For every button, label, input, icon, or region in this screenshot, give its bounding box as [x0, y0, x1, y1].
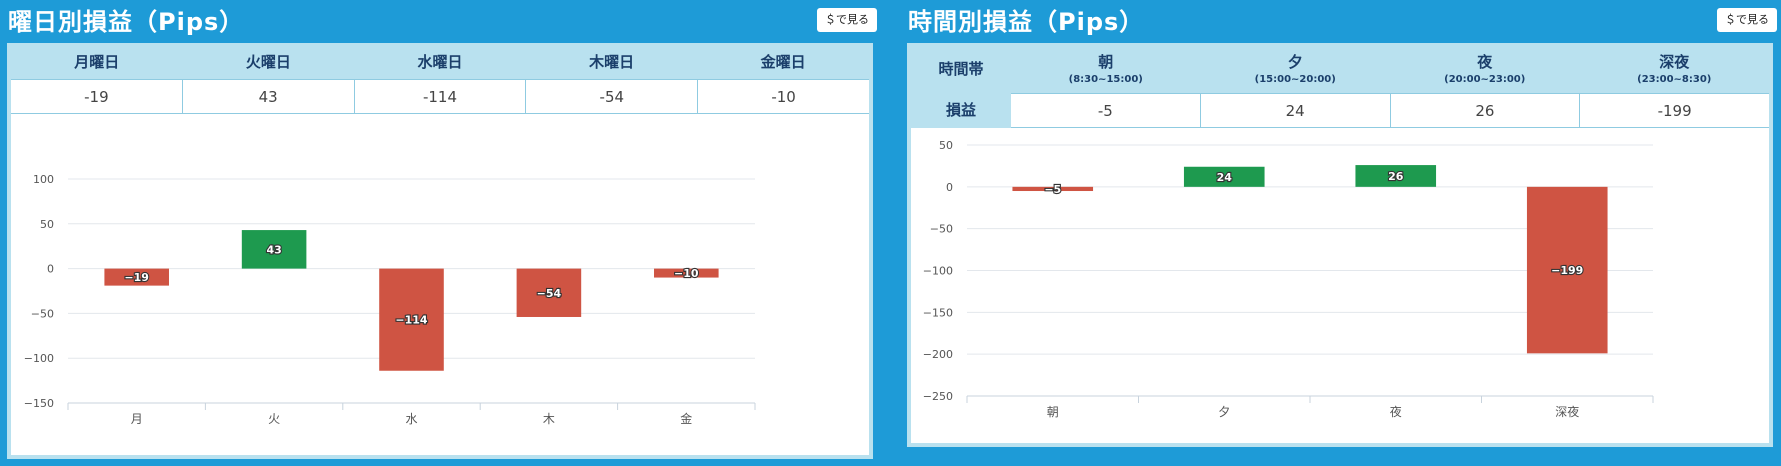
- timeslot-chart-bar: [1012, 186, 1094, 192]
- weekday-chart-bar-data-label: −19: [124, 271, 149, 284]
- timeslot-header-evening: 夕 (15:00~20:00): [1254, 53, 1336, 85]
- weekday-chart-ytick-label: −100: [24, 352, 54, 365]
- weekday-chart-ytick-label: 0: [47, 263, 54, 276]
- timeslot-value-latenight: -199: [1657, 101, 1692, 120]
- weekday-panel-title: 曜日別損益（Pips）: [8, 8, 245, 36]
- weekday-chart-xtick-label: 火: [268, 412, 280, 426]
- weekday-header-row: 月曜日 火曜日 水曜日 木曜日 金曜日: [11, 43, 869, 79]
- weekday-card: 月曜日 火曜日 水曜日 木曜日 金曜日 -19 43 -114 -54 -10 …: [7, 43, 873, 459]
- timeslot-chart-ytick-label: 50: [939, 139, 953, 152]
- weekday-value-wed: -114: [355, 80, 527, 113]
- weekday-chart-bar: [241, 230, 307, 269]
- weekday-bar-chart: 100 50 0 −50 −100 −150 −19 月 43 火 −114 水 −54 木 −10 金: [24, 173, 756, 426]
- weekday-value-thu: -54: [526, 80, 699, 113]
- timeslot-dollar-view-button[interactable]: ＄で見る: [1717, 8, 1777, 32]
- timeslot-bar-chart: 50 0 −50 −100 −150 −200 −250 −5 朝 24 夕 26 夜 −199 深夜: [923, 139, 1654, 419]
- timeslot-chart-bar-data-label: 26: [1388, 170, 1404, 183]
- timeslot-chart-ytick-label: −250: [923, 390, 953, 403]
- timeslot-value-night: 26: [1391, 94, 1581, 127]
- weekday-chart-bar: [654, 268, 719, 278]
- weekday-value-fri: -10: [771, 87, 796, 106]
- timeslot-value-evening: 24: [1201, 94, 1391, 127]
- weekday-chart-area: 100 50 0 −50 −100 −150 −19 月 43 火 −114 水 −54 木 −10 金: [11, 114, 869, 455]
- weekday-dollar-view-button[interactable]: ＄で見る: [817, 8, 877, 32]
- weekday-chart-bar: [516, 268, 582, 317]
- timeslot-header-morning: 朝 (8:30~15:00): [1068, 53, 1143, 85]
- weekday-chart-xtick-label: 月: [131, 412, 143, 426]
- timeslot-chart-xtick-label: 夕: [1218, 405, 1230, 419]
- timeslot-chart-bar-data-label: 24: [1217, 171, 1233, 184]
- timeslot-chart-bar: [1355, 165, 1437, 187]
- timeslot-chart-ytick-label: −200: [923, 348, 953, 361]
- weekday-chart-ytick-label: −50: [31, 307, 54, 320]
- timeslot-chart-xtick-label: 夜: [1390, 404, 1402, 419]
- timeslot-chart-bar: [1526, 186, 1608, 354]
- timeslot-header-row: 朝 (8:30~15:00) 夕 (15:00~20:00) 夜 (20:00~…: [1011, 43, 1769, 93]
- timeslot-chart-ytick-label: −100: [923, 265, 953, 278]
- weekday-chart-ytick-label: 100: [33, 173, 54, 186]
- weekday-chart-bar-data-label: −54: [537, 287, 562, 300]
- weekday-chart-bar-data-label: 43: [266, 243, 281, 256]
- timeslot-panel-title: 時間別損益（Pips）: [908, 8, 1145, 36]
- timeslot-value-morning: -5: [1011, 94, 1201, 127]
- weekday-chart-bar: [379, 268, 444, 371]
- timeslot-header-latenight: 深夜 (23:00~8:30): [1637, 53, 1712, 85]
- weekday-chart-xtick-label: 水: [405, 412, 417, 426]
- timeslot-card: 時間帯 朝 (8:30~15:00) 夕 (15:00~20:00) 夜 (20…: [907, 43, 1773, 447]
- weekday-chart-bar: [104, 268, 169, 286]
- timeslot-chart-bar: [1183, 166, 1265, 187]
- weekday-header-fri: 金曜日: [760, 52, 806, 71]
- timeslot-chart-bar-data-label: −199: [1551, 264, 1583, 277]
- timeslot-header-night: 夜 (20:00~23:00): [1444, 53, 1526, 85]
- weekday-chart-ytick-label: 50: [40, 218, 54, 231]
- weekday-header-thu: 木曜日: [589, 52, 635, 71]
- timeslot-row-header-label: 時間帯: [938, 59, 984, 78]
- timeslot-chart-ytick-label: −50: [930, 223, 953, 236]
- weekday-chart-bar-data-label: −114: [395, 314, 428, 327]
- weekday-value-row: -19 43 -114 -54 -10: [11, 79, 869, 114]
- timeslot-chart-area: 50 0 −50 −100 −150 −200 −250 −5 朝 24 夕 26 夜 −199 深夜: [911, 128, 1769, 443]
- timeslot-chart-xtick-label: 深夜: [1555, 404, 1579, 419]
- weekday-header-mon: 月曜日: [74, 52, 120, 71]
- weekday-chart-bar-data-label: −10: [674, 267, 699, 280]
- weekday-chart-ytick-label: −150: [24, 397, 54, 410]
- timeslot-chart-ytick-label: 0: [946, 181, 953, 194]
- weekday-value-mon: -19: [11, 80, 183, 113]
- timeslot-value-row: -5 24 26 -199: [1011, 93, 1769, 128]
- weekday-header-tue: 火曜日: [245, 52, 291, 71]
- weekday-header-wed: 水曜日: [417, 52, 463, 71]
- weekday-chart-xtick-label: 金: [680, 411, 692, 426]
- weekday-value-tue: 43: [183, 80, 355, 113]
- weekday-chart-xtick-label: 木: [543, 412, 555, 426]
- timeslot-row-value-label: 損益: [945, 101, 976, 119]
- timeslot-chart-ytick-label: −150: [923, 306, 953, 319]
- timeslot-chart-xtick-label: 朝: [1047, 405, 1059, 419]
- timeslot-chart-bar-data-label: −5: [1044, 183, 1061, 196]
